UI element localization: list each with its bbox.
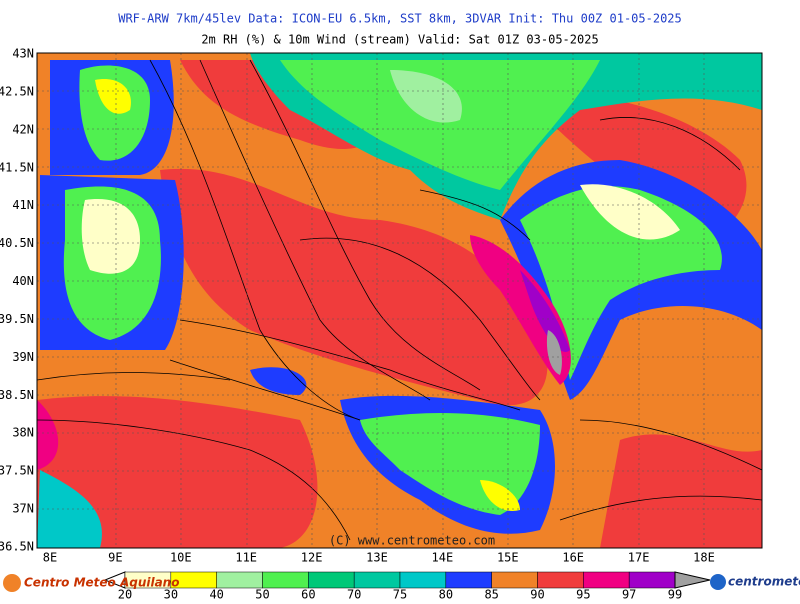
- colorbar-label: 50: [255, 588, 269, 601]
- lat-labels: 43N 42.5N 42N 41.5N 41N 40.5N 40N 39.5N 39N 38.5N…: [0, 47, 34, 554]
- lon-label: 8E: [43, 551, 57, 565]
- colorbar-swatch: [399, 571, 447, 589]
- colorbar: 20 30 40 50 60 70 75 80 85 90 95 97 99: [103, 571, 711, 602]
- colorbar-label: 20: [118, 588, 132, 601]
- left-logo-icon: [3, 574, 21, 592]
- lat-label: 41N: [12, 198, 34, 212]
- colorbar-label: 80: [439, 588, 453, 601]
- colorbar-swatch: [216, 571, 263, 589]
- streamlines: [37, 59, 762, 541]
- lon-label: 15E: [497, 551, 519, 565]
- left-logo: Centro Meteo Aquilano: [24, 576, 179, 590]
- lat-label: 36.5N: [0, 540, 34, 554]
- lon-label: 9E: [108, 551, 122, 565]
- colorbar-swatch: [628, 571, 676, 589]
- colorbar-label: 40: [209, 588, 223, 601]
- right-logo-icon: [710, 574, 726, 590]
- colorbar-swatch: [583, 571, 630, 589]
- colorbar-swatch: [308, 571, 355, 589]
- colorbar-label: 75: [393, 588, 407, 601]
- title: WRF-ARW 7km/45lev Data: ICON-EU 6.5km, S…: [118, 12, 682, 26]
- colorbar-label: 95: [576, 588, 590, 601]
- map-frame: [36, 52, 763, 549]
- colorbar-swatch: [491, 571, 538, 589]
- colorbar-label: 85: [484, 588, 498, 601]
- lon-labels: 8E 9E 10E 11E 12E 13E 14E 15E 16E 17E 18E: [43, 551, 715, 565]
- colorbar-swatch: [262, 571, 309, 589]
- watermark: (C) www.centrometeo.com: [329, 534, 495, 548]
- lat-label: 42.5N: [0, 84, 34, 98]
- lon-label: 11E: [235, 551, 257, 565]
- lat-label: 37N: [12, 502, 34, 516]
- lat-label: 42N: [12, 122, 34, 136]
- map: (C) www.centrometeo.com: [36, 52, 763, 549]
- lat-label: 40.5N: [0, 236, 34, 250]
- colorbar-label: 90: [530, 588, 544, 601]
- lat-label: 38.5N: [0, 388, 34, 402]
- lon-label: 10E: [170, 551, 192, 565]
- lat-label: 39.5N: [0, 312, 34, 326]
- lat-label: 43N: [12, 47, 34, 61]
- colorbar-swatch: [353, 571, 401, 589]
- lon-label: 13E: [366, 551, 388, 565]
- lon-label: 17E: [628, 551, 650, 565]
- lon-label: 12E: [301, 551, 323, 565]
- lat-label: 39N: [12, 350, 34, 364]
- colorbar-label: 97: [622, 588, 636, 601]
- subtitle: 2m RH (%) & 10m Wind (stream) Valid: Sat…: [201, 33, 598, 47]
- lat-label: 37.5N: [0, 464, 34, 478]
- lon-label: 16E: [562, 551, 584, 565]
- lon-label: 18E: [693, 551, 715, 565]
- right-logo: centrometeo: [728, 575, 800, 589]
- colorbar-label: 30: [164, 588, 178, 601]
- colorbar-label: 60: [301, 588, 315, 601]
- lat-label: 38N: [12, 426, 34, 440]
- lat-label: 40N: [12, 274, 34, 288]
- lon-label: 14E: [432, 551, 454, 565]
- colorbar-label: 99: [668, 588, 682, 601]
- colorbar-swatch: [537, 571, 584, 589]
- colorbar-swatch: [445, 571, 492, 589]
- colorbar-high-arrow: [674, 571, 711, 589]
- colorbar-label: 70: [347, 588, 361, 601]
- lat-label: 41.5N: [0, 160, 34, 174]
